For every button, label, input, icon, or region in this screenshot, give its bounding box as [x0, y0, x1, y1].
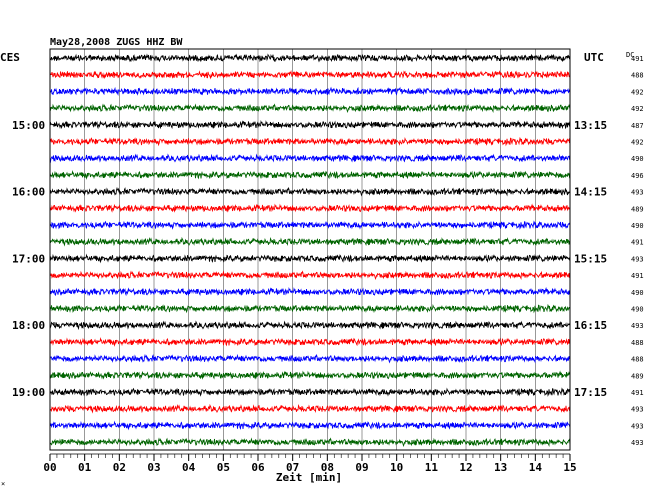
dc-header: DC — [626, 51, 634, 59]
dc-offset-label: 490 — [631, 155, 644, 163]
x-tick-label: 07 — [286, 461, 299, 474]
trace-18 — [49, 337, 571, 347]
trace-6 — [49, 136, 571, 147]
dc-offset-label: 487 — [631, 122, 644, 130]
x-tick-label: 13 — [494, 461, 507, 474]
right-hour-labels: 13:15 14:15 15:15 16:15 17:15 — [574, 119, 607, 399]
left-hour-label: 19:00 — [12, 386, 45, 399]
trace-5 — [49, 119, 571, 130]
dc-offset-label: 490 — [631, 306, 644, 314]
x-tick-label: 08 — [321, 461, 334, 474]
footnote-mark: × — [1, 480, 5, 488]
dc-offset-label: 492 — [631, 139, 644, 147]
x-tick-label: 10 — [390, 461, 403, 474]
right-hour-label: 17:15 — [574, 386, 607, 399]
x-axis-label: Zeit [min] — [276, 471, 342, 484]
trace-4 — [49, 103, 571, 114]
dc-offset-label: 488 — [631, 72, 644, 80]
x-tick-label: 02 — [113, 461, 126, 474]
dc-offset-label: 493 — [631, 422, 644, 430]
dc-offset-label: 490 — [631, 222, 644, 230]
right-hour-label: 14:15 — [574, 186, 607, 199]
dc-offset-label: 496 — [631, 172, 644, 180]
plot-frame — [49, 48, 571, 451]
left-hour-label: 15:00 — [12, 119, 45, 132]
dc-offset-label: 490 — [631, 289, 644, 297]
dc-offset-label: 488 — [631, 339, 644, 347]
x-tick-label: 09 — [355, 461, 368, 474]
dc-offset-label: 489 — [631, 205, 644, 213]
x-tick-label: 01 — [78, 461, 92, 474]
trace-17 — [49, 320, 571, 331]
right-hour-label: 16:15 — [574, 319, 607, 332]
x-tick-label: 00 — [43, 461, 56, 474]
trace-8 — [49, 170, 571, 180]
dc-offset-label: 491 — [631, 389, 644, 397]
dc-offset-label: 493 — [631, 322, 644, 330]
trace-24 — [49, 437, 571, 448]
minute-gridlines — [84, 49, 536, 450]
x-tick-label: 14 — [529, 461, 543, 474]
dc-offset-label: 491 — [631, 272, 644, 280]
dc-offset-label: 493 — [631, 189, 644, 197]
x-axis: 00 01 02 03 04 05 06 07 08 09 10 11 12 13 14 15 — [43, 453, 577, 474]
dc-offset-labels: 491 488 492 492 487 492 490 496 493 489 490 491 493 4… — [631, 55, 644, 447]
right-hour-label: 13:15 — [574, 119, 607, 132]
trace-22 — [49, 403, 571, 414]
dc-offset-label: 488 — [631, 356, 644, 364]
trace-20 — [49, 370, 571, 380]
trace-group — [49, 53, 571, 448]
dc-offset-label: 492 — [631, 105, 644, 113]
left-axis-header: CES — [0, 51, 20, 64]
trace-13 — [49, 253, 571, 264]
x-tick-label: 15 — [563, 461, 576, 474]
left-hour-label: 16:00 — [12, 186, 45, 199]
dc-offset-label: 493 — [631, 406, 644, 414]
trace-10 — [49, 203, 571, 213]
left-hour-labels: 15:00 16:00 17:00 18:00 19:00 — [12, 119, 45, 399]
x-tick-label: 06 — [251, 461, 265, 474]
trace-1 — [49, 53, 571, 63]
x-tick-label: 04 — [182, 461, 196, 474]
trace-19 — [49, 353, 571, 364]
left-hour-label: 17:00 — [12, 252, 45, 265]
trace-3 — [49, 86, 571, 97]
x-tick-label: 03 — [147, 461, 160, 474]
trace-16 — [49, 303, 571, 314]
dc-offset-label: 493 — [631, 255, 644, 263]
x-tick-label: 12 — [459, 461, 472, 474]
trace-2 — [49, 69, 571, 80]
trace-14 — [49, 270, 571, 281]
trace-9 — [49, 186, 571, 197]
dc-offset-label: 491 — [631, 239, 644, 247]
dc-offset-label: 493 — [631, 439, 644, 447]
right-hour-label: 15:15 — [574, 252, 607, 265]
chart-title: May28,2008 ZUGS HHZ BW — [50, 37, 183, 48]
trace-11 — [49, 220, 571, 230]
trace-15 — [49, 286, 571, 297]
dc-offset-label: 491 — [631, 55, 644, 63]
dc-offset-label: 492 — [631, 88, 644, 96]
x-tick-label: 11 — [425, 461, 439, 474]
trace-21 — [49, 387, 571, 397]
trace-12 — [49, 236, 571, 247]
right-axis-header: UTC — [584, 51, 604, 64]
x-tick-label: 05 — [217, 461, 230, 474]
left-hour-label: 18:00 — [12, 319, 45, 332]
dc-offset-label: 489 — [631, 372, 644, 380]
trace-7 — [49, 153, 571, 164]
trace-23 — [49, 420, 571, 431]
